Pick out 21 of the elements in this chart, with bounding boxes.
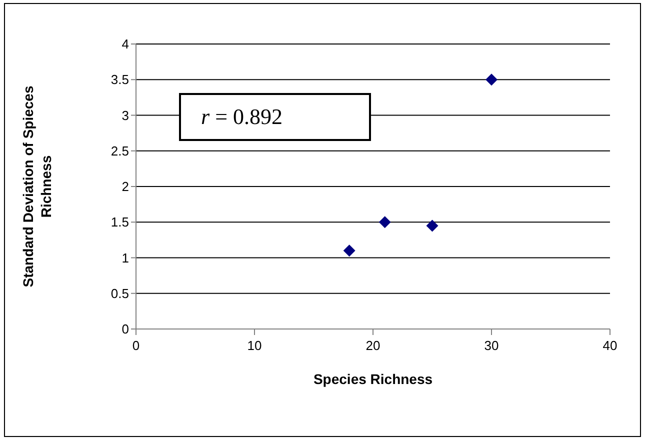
y-tick-label: 0.5 bbox=[110, 286, 129, 301]
y-tick-label: 3.5 bbox=[110, 72, 129, 88]
x-tick-label: 40 bbox=[602, 338, 618, 354]
y-tick-label: 4 bbox=[122, 36, 129, 52]
x-tick-label: 30 bbox=[484, 338, 499, 354]
point bbox=[378, 216, 391, 228]
x-axis-title: Species Richness bbox=[313, 370, 433, 387]
point bbox=[486, 74, 498, 86]
y-axis-title: Standard Deviation of Spieces Richness bbox=[20, 86, 54, 288]
y-tick-label: 1.5 bbox=[110, 214, 129, 230]
text-box: r = 0.892 bbox=[179, 93, 371, 141]
y-tick-label: 2.5 bbox=[110, 143, 129, 158]
y-tick-label: 1 bbox=[122, 250, 129, 266]
x-tick-label: 10 bbox=[247, 338, 262, 354]
y-tick-label: 2 bbox=[122, 179, 129, 194]
point bbox=[343, 244, 356, 257]
x-tick-label: 20 bbox=[366, 338, 380, 354]
y-tick-label: 3 bbox=[122, 108, 129, 123]
y-tick-label: 0 bbox=[122, 322, 129, 337]
point bbox=[426, 220, 438, 232]
x-tick-label: 0 bbox=[132, 338, 140, 354]
